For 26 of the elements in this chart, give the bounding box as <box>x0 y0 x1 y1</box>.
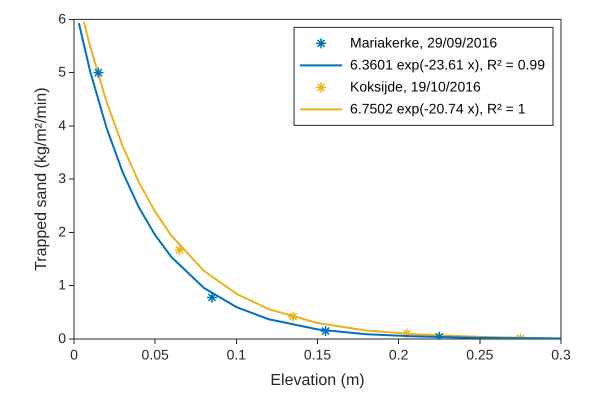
legend-label: Koksijde, 19/10/2016 <box>350 78 482 94</box>
y-tick-label: 4 <box>58 116 66 133</box>
point <box>401 328 413 339</box>
point <box>287 310 299 322</box>
y-tick-label: 1 <box>58 276 66 293</box>
x-tick-label: 0.05 <box>142 346 169 362</box>
y-tick-label: 6 <box>58 10 66 26</box>
x-tick-label: 0.2 <box>388 346 409 362</box>
x-axis-title: Elevation (m) <box>270 372 365 389</box>
y-tick-label: 5 <box>58 64 66 80</box>
x-tick-label: 0.25 <box>466 346 494 362</box>
y-tick-label: 0 <box>58 330 66 346</box>
point <box>206 292 218 304</box>
legend-label: 6.3601 exp(-23.61 x), R² = 0.99 <box>350 56 546 72</box>
y-tick-label: 2 <box>58 223 66 240</box>
point <box>174 244 186 256</box>
y-axis-title: Trapped sand (kg/m²/min) <box>33 87 50 271</box>
legend-label: 6.7502 exp(-20.74 x), R² = 1 <box>350 100 526 116</box>
point <box>320 325 332 337</box>
x-tick-label: 0.15 <box>304 346 332 362</box>
legend-label: Mariakerke, 29/09/2016 <box>350 34 498 50</box>
point <box>92 66 104 78</box>
x-tick-label: 0.1 <box>226 346 246 362</box>
y-tick-label: 3 <box>58 170 66 186</box>
x-tick-label: 0.3 <box>551 346 571 362</box>
x-tick-label: 0 <box>70 346 78 362</box>
